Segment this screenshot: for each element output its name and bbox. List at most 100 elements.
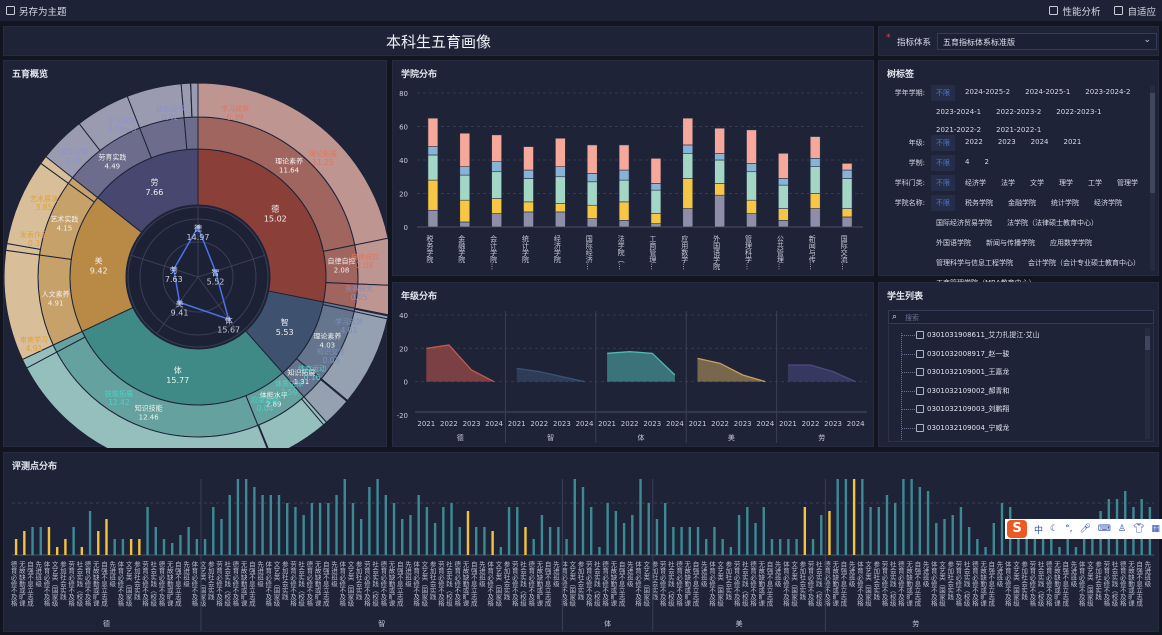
moon-icon[interactable]: ☾ — [1050, 524, 1059, 534]
bar-segment-美[interactable] — [809, 193, 821, 209]
point-bar[interactable] — [433, 523, 437, 555]
bar-segment-德[interactable] — [491, 134, 502, 162]
bar-segment-美[interactable] — [714, 183, 725, 196]
point-bar[interactable] — [614, 511, 618, 555]
point-bar[interactable] — [474, 527, 478, 555]
bar-segment-劳[interactable] — [650, 223, 662, 228]
tag-option[interactable]: 2023 — [997, 138, 1016, 146]
tags-scrollbar[interactable] — [1150, 85, 1155, 271]
tag-option[interactable]: 2023-2024-1 — [936, 108, 982, 116]
tag-option[interactable]: 2024-2025-1 — [1025, 88, 1071, 96]
bar-segment-美[interactable] — [650, 213, 662, 224]
point-bar[interactable] — [976, 539, 979, 555]
point-bar[interactable] — [918, 487, 922, 555]
student-item[interactable]: 0301032109001_王嘉龙 — [916, 367, 1009, 377]
grade-area-chart[interactable]: -20 0 20 40 2021 2022 2023 2024 德 2021 2022 2023 202… — [393, 283, 875, 448]
tag-option[interactable]: 2021-2022-1 — [996, 126, 1042, 134]
bar-segment-德[interactable] — [459, 132, 471, 167]
bar-segment-美[interactable] — [841, 208, 853, 218]
point-bar[interactable] — [581, 487, 585, 555]
bar-segment-美[interactable] — [746, 199, 757, 214]
ime-logo-icon[interactable]: S — [1007, 520, 1027, 538]
point-bar[interactable] — [943, 519, 946, 555]
checkbox[interactable] — [916, 368, 924, 376]
college-bar-chart[interactable]: 0 20 40 60 80 税务学院 金融学院 会计学院… 统计学院 经济学院 国际经济… 法学院（…… — [393, 61, 875, 277]
student-item[interactable]: 0301032008917_赵一骏 — [916, 349, 1009, 359]
point-bar[interactable] — [631, 515, 634, 555]
checkbox[interactable] — [916, 386, 924, 395]
point-bar[interactable] — [688, 527, 692, 555]
point-bar[interactable] — [401, 519, 404, 555]
point-bar[interactable] — [294, 507, 297, 555]
tag-option[interactable]: 工学 — [1088, 179, 1102, 187]
point-bar[interactable] — [1066, 527, 1069, 555]
skin-icon[interactable]: 👕︎ — [1132, 524, 1145, 534]
point-bar[interactable] — [458, 527, 461, 555]
point-bar[interactable] — [820, 515, 823, 555]
punctuation-icon[interactable]: °, — [1065, 524, 1073, 534]
point-bar[interactable] — [88, 511, 92, 555]
point-bar[interactable] — [778, 539, 782, 555]
point-bar[interactable] — [442, 507, 445, 555]
bar-segment-体[interactable] — [682, 153, 694, 179]
bar-segment-劳[interactable] — [491, 213, 502, 228]
bar-segment-德[interactable] — [778, 153, 789, 179]
point-bar[interactable] — [655, 519, 659, 555]
point-bar[interactable] — [1017, 523, 1020, 555]
point-bar[interactable] — [737, 515, 741, 555]
point-bar[interactable] — [836, 479, 839, 555]
student-item[interactable]: 0301032109002_郝青和 — [916, 386, 1009, 396]
point-bar[interactable] — [171, 543, 174, 555]
point-bar[interactable] — [1050, 539, 1053, 555]
ime-toolbar[interactable]: S 中 ☾ °, 🎤︎ ⌨ ♙ 👕︎ ▦ — [1005, 519, 1162, 539]
point-bar[interactable] — [532, 539, 535, 555]
point-bar[interactable] — [540, 515, 544, 555]
bar-segment-美[interactable] — [491, 198, 502, 214]
tag-option[interactable]: 2021 — [1063, 138, 1082, 146]
point-bar[interactable] — [39, 527, 42, 555]
point-bar[interactable] — [861, 479, 864, 555]
point-bar[interactable] — [236, 479, 240, 555]
bar-segment-智[interactable] — [650, 183, 662, 191]
sunburst-leaf[interactable] — [197, 82, 388, 246]
radar-point[interactable] — [171, 267, 176, 272]
point-bar[interactable] — [368, 487, 371, 555]
bar-segment-劳[interactable] — [841, 216, 853, 228]
tag-option[interactable]: 税务学院 — [965, 199, 993, 207]
tag-option[interactable]: 应用数学学院 — [1050, 239, 1092, 247]
point-bar[interactable] — [984, 547, 987, 555]
student-search-input[interactable]: ⌕ 搜索 — [888, 310, 1154, 324]
student-item[interactable]: 0301032109003_刘鹏翔 — [916, 404, 1009, 414]
point-bar[interactable] — [121, 539, 125, 555]
bar-segment-美[interactable] — [618, 201, 630, 221]
point-bar[interactable] — [286, 503, 289, 555]
bar-segment-劳[interactable] — [682, 208, 694, 228]
bar-segment-体[interactable] — [714, 159, 725, 184]
point-bar[interactable] — [663, 503, 667, 555]
tag-option[interactable]: 不限 — [931, 155, 955, 171]
tag-option[interactable]: 管理科学与信息工程学院 — [936, 259, 1013, 267]
bar-segment-智[interactable] — [491, 161, 502, 173]
bar-segment-体[interactable] — [746, 171, 757, 201]
checkbox[interactable] — [916, 349, 924, 358]
bar-segment-德[interactable] — [746, 129, 757, 164]
tag-option[interactable]: 2023-2024-2 — [1085, 88, 1131, 96]
checkbox[interactable] — [916, 331, 924, 339]
bar-segment-体[interactable] — [427, 154, 439, 181]
point-bar[interactable] — [392, 503, 396, 555]
bar-segment-美[interactable] — [459, 199, 471, 223]
point-bar[interactable] — [64, 539, 67, 555]
point-bar[interactable] — [885, 495, 889, 555]
point-bar[interactable] — [754, 523, 757, 555]
point-bar[interactable] — [557, 527, 560, 555]
tag-option[interactable]: 国际经济贸易学院 — [936, 219, 992, 227]
point-bar[interactable] — [951, 515, 954, 555]
tag-option[interactable]: 2022-2023-1 — [1056, 108, 1102, 116]
bar-segment-劳[interactable] — [523, 211, 534, 228]
sunburst-leaf[interactable] — [190, 82, 199, 118]
point-bar[interactable] — [335, 495, 338, 555]
point-bar[interactable] — [47, 527, 51, 555]
point-bar[interactable] — [23, 531, 26, 555]
tag-option[interactable]: 4 — [965, 158, 970, 166]
